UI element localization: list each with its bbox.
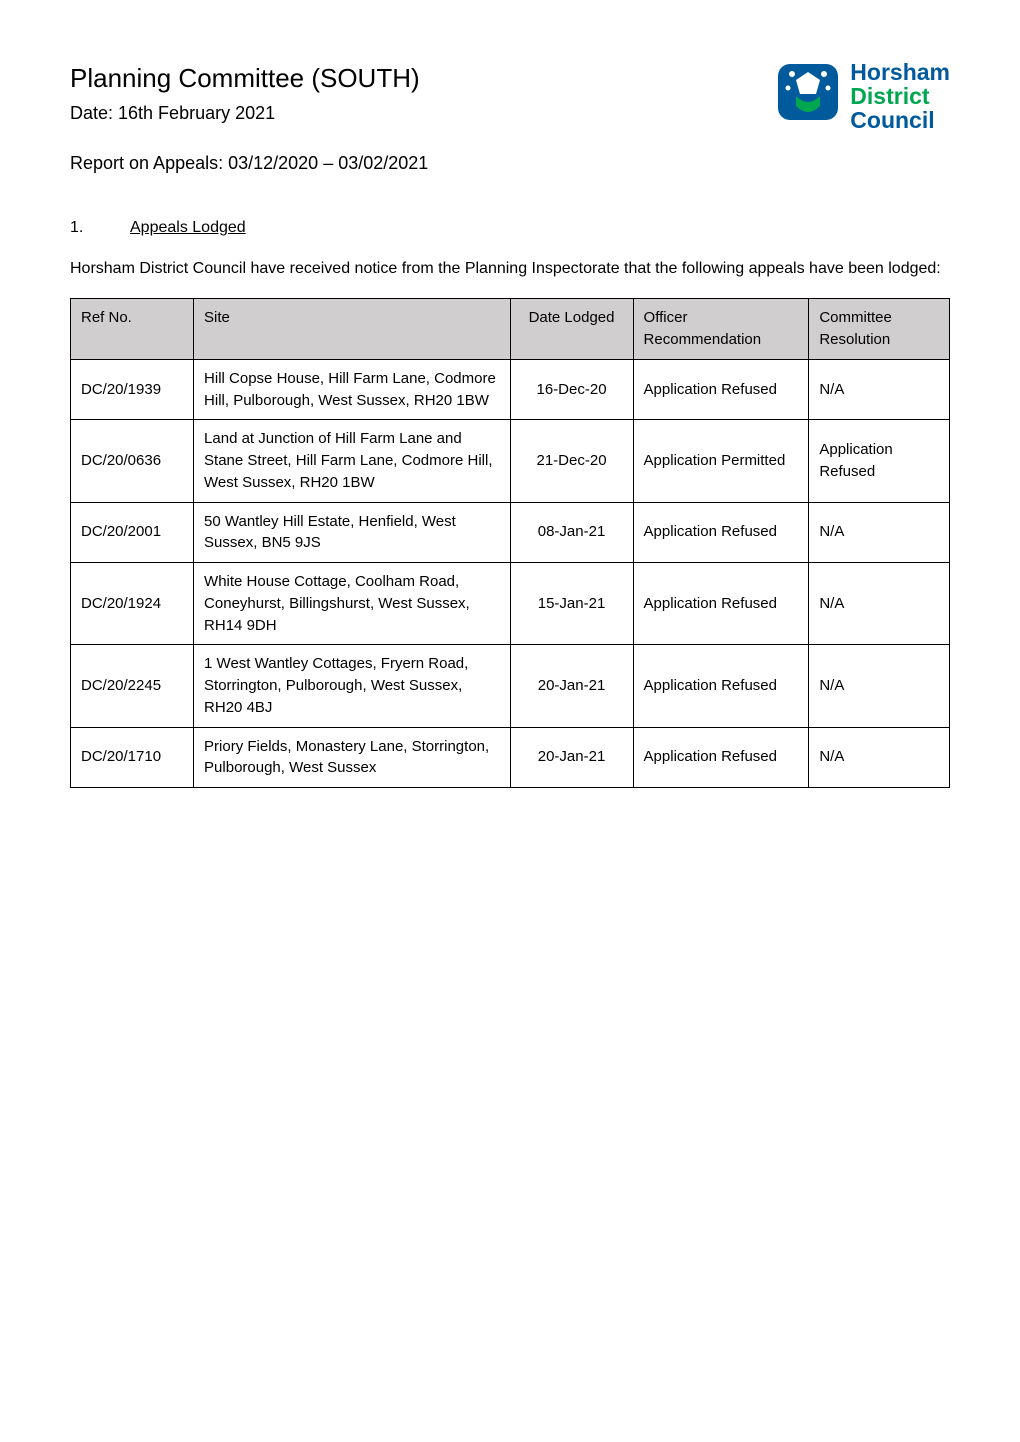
rec-cell: Application Refused [633, 727, 809, 788]
report-range: Report on Appeals: 03/12/2020 – 03/02/20… [70, 150, 776, 176]
res-cell: N/A [809, 359, 950, 420]
table-row: DC/20/1939Hill Copse House, Hill Farm La… [71, 359, 950, 420]
res-cell: N/A [809, 727, 950, 788]
logo-line-3: Council [850, 108, 950, 132]
council-logo: Horsham District Council [776, 60, 950, 132]
col-ref-header: Ref No. [71, 299, 194, 360]
logo-line-2: District [850, 84, 950, 108]
site-cell: Land at Junction of Hill Farm Lane and S… [194, 420, 510, 502]
title-block: Planning Committee (SOUTH) Date: 16th Fe… [70, 60, 776, 208]
site-cell: Priory Fields, Monastery Lane, Storringt… [194, 727, 510, 788]
site-cell: White House Cottage, Coolham Road, Coney… [194, 563, 510, 645]
ref-cell: DC/20/0636 [71, 420, 194, 502]
section-number: 1. [70, 216, 130, 239]
table-body: DC/20/1939Hill Copse House, Hill Farm La… [71, 359, 950, 787]
table-header-row: Ref No. Site Date Lodged Officer Recomme… [71, 299, 950, 360]
ref-cell: DC/20/1939 [71, 359, 194, 420]
ref-cell: DC/20/2245 [71, 645, 194, 727]
site-cell: Hill Copse House, Hill Farm Lane, Codmor… [194, 359, 510, 420]
logo-text: Horsham District Council [850, 60, 950, 132]
document-header: Planning Committee (SOUTH) Date: 16th Fe… [70, 60, 950, 208]
table-row: DC/20/200150 Wantley Hill Estate, Henfie… [71, 502, 950, 563]
rec-cell: Application Permitted [633, 420, 809, 502]
site-cell: 1 West Wantley Cottages, Fryern Road, St… [194, 645, 510, 727]
date-cell: 20-Jan-21 [510, 727, 633, 788]
site-cell: 50 Wantley Hill Estate, Henfield, West S… [194, 502, 510, 563]
ref-cell: DC/20/2001 [71, 502, 194, 563]
rec-cell: Application Refused [633, 502, 809, 563]
date-line: Date: 16th February 2021 [70, 100, 776, 126]
col-res-header: Committee Resolution [809, 299, 950, 360]
date-cell: 15-Jan-21 [510, 563, 633, 645]
res-cell: Application Refused [809, 420, 950, 502]
res-cell: N/A [809, 563, 950, 645]
ref-cell: DC/20/1924 [71, 563, 194, 645]
res-cell: N/A [809, 645, 950, 727]
logo-line-1: Horsham [850, 60, 950, 84]
col-date-header: Date Lodged [510, 299, 633, 360]
date-cell: 08-Jan-21 [510, 502, 633, 563]
horsham-district-logo-icon [776, 60, 840, 129]
date-cell: 20-Jan-21 [510, 645, 633, 727]
main-title: Planning Committee (SOUTH) [70, 60, 776, 98]
section-intro: Horsham District Council have received n… [70, 257, 950, 280]
date-cell: 16-Dec-20 [510, 359, 633, 420]
col-rec-header: Officer Recommendation [633, 299, 809, 360]
appeals-table: Ref No. Site Date Lodged Officer Recomme… [70, 298, 950, 788]
date-cell: 21-Dec-20 [510, 420, 633, 502]
section-heading: 1. Appeals Lodged [70, 216, 950, 239]
table-row: DC/20/22451 West Wantley Cottages, Fryer… [71, 645, 950, 727]
table-row: DC/20/0636Land at Junction of Hill Farm … [71, 420, 950, 502]
col-site-header: Site [194, 299, 510, 360]
res-cell: N/A [809, 502, 950, 563]
rec-cell: Application Refused [633, 563, 809, 645]
rec-cell: Application Refused [633, 359, 809, 420]
rec-cell: Application Refused [633, 645, 809, 727]
table-row: DC/20/1710Priory Fields, Monastery Lane,… [71, 727, 950, 788]
ref-cell: DC/20/1710 [71, 727, 194, 788]
section-label: Appeals Lodged [130, 216, 246, 239]
table-row: DC/20/1924White House Cottage, Coolham R… [71, 563, 950, 645]
